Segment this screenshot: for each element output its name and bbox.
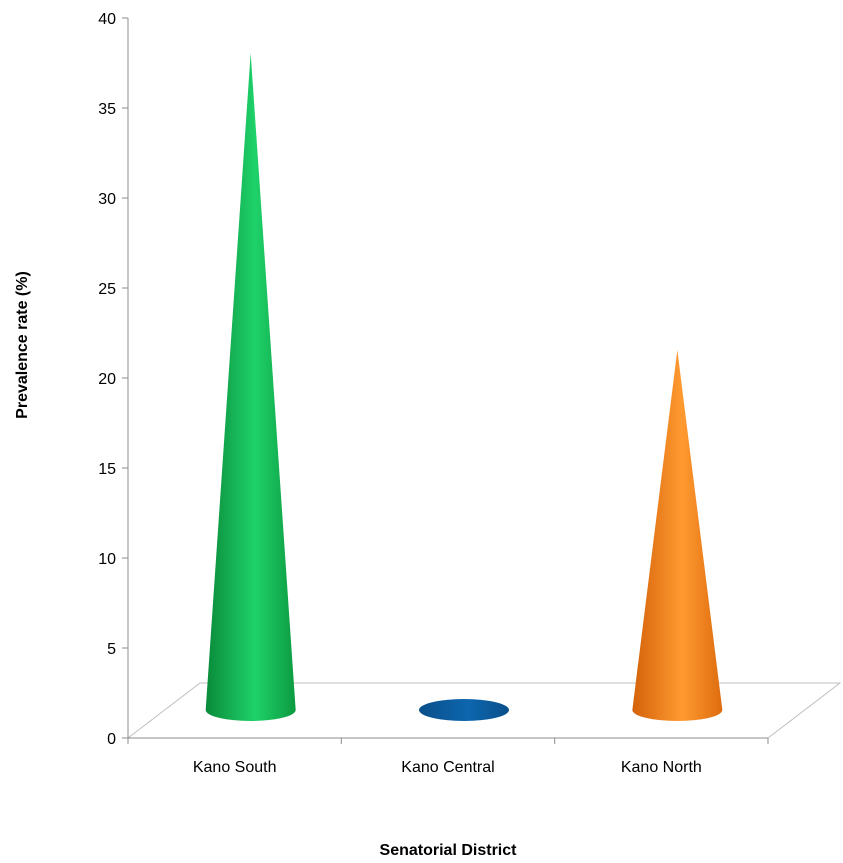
cones <box>205 53 723 721</box>
y-tick-label: 20 <box>98 371 116 388</box>
cone-kano-central <box>419 699 509 721</box>
x-category-label: Kano South <box>193 759 277 776</box>
y-axis-title: Prevalence rate (%) <box>14 271 31 419</box>
y-tick-label: 40 <box>98 11 116 28</box>
x-category-label: Kano Central <box>401 759 494 776</box>
cone-body <box>205 53 296 721</box>
y-ticks: 0 5 10 15 20 25 30 35 40 <box>98 11 128 748</box>
cone-body <box>632 350 723 721</box>
cone-base-disc <box>419 699 509 721</box>
y-tick-label: 30 <box>98 191 116 208</box>
y-tick-label: 10 <box>98 551 116 568</box>
x-ticks: Kano South Kano Central Kano North <box>127 738 769 776</box>
x-category-label: Kano North <box>621 759 702 776</box>
y-tick-label: 0 <box>107 731 116 748</box>
cone-kano-north <box>632 350 723 721</box>
y-tick-label: 15 <box>98 461 116 478</box>
y-tick-label: 5 <box>107 641 116 658</box>
cone-kano-south <box>205 53 296 721</box>
y-tick-label: 25 <box>98 281 116 298</box>
x-axis-title: Senatorial District <box>380 842 518 859</box>
y-tick-label: 35 <box>98 101 116 118</box>
